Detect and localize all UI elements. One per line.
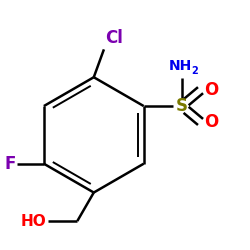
Text: F: F (4, 155, 16, 173)
Text: 2: 2 (192, 66, 198, 76)
Text: NH: NH (168, 60, 192, 74)
Text: Cl: Cl (106, 29, 124, 47)
Text: S: S (176, 97, 188, 115)
Text: O: O (204, 113, 218, 131)
Text: HO: HO (20, 214, 46, 228)
Text: O: O (204, 81, 218, 99)
